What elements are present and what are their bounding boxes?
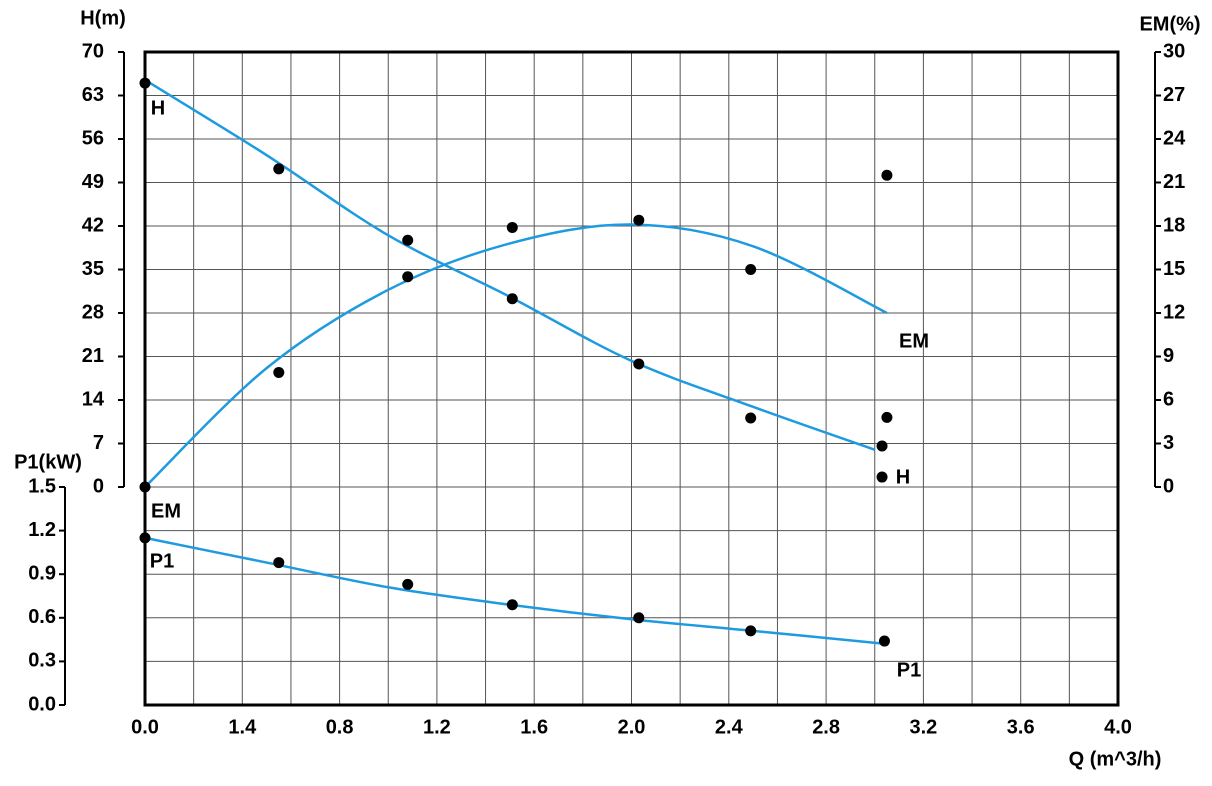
annotation: EM <box>899 330 929 352</box>
y3-tick-label: 0.9 <box>28 562 56 584</box>
x-tick-label: 3.2 <box>909 716 937 738</box>
annotation: H <box>896 466 910 488</box>
data-point <box>139 532 151 544</box>
y-tick-label: 28 <box>82 301 104 323</box>
y2-axis-title: EM(%) <box>1139 13 1200 35</box>
series-label: P1 <box>150 550 174 572</box>
y-tick-label: 63 <box>82 84 104 106</box>
data-point <box>876 471 888 483</box>
y2-tick-label: 12 <box>1163 301 1185 323</box>
x-tick-label: 1.6 <box>520 716 548 738</box>
y3-tick-label: 1.2 <box>28 519 56 541</box>
y-tick-label: 21 <box>82 345 104 367</box>
y-axis-title: H(m) <box>80 7 126 29</box>
data-point <box>402 271 414 283</box>
y2-tick-label: 30 <box>1163 40 1185 62</box>
y3-tick-label: 0.0 <box>28 693 56 715</box>
x-tick-label: 0.0 <box>131 716 159 738</box>
x-axis-title: Q (m^3/h) <box>1069 748 1162 770</box>
x-tick-label: 0.8 <box>326 716 354 738</box>
y-tick-label: 7 <box>93 432 104 454</box>
y-tick-label: 49 <box>82 171 104 193</box>
y-tick-label: 42 <box>82 214 104 236</box>
y2-tick-label: 9 <box>1163 345 1174 367</box>
data-point <box>402 578 414 590</box>
data-point <box>273 557 285 569</box>
y2-tick-label: 18 <box>1163 214 1185 236</box>
data-point <box>506 221 518 233</box>
y2-tick-label: 3 <box>1163 432 1174 454</box>
data-point <box>273 366 285 378</box>
x-tick-label: 1.2 <box>423 716 451 738</box>
x-tick-label: 2.0 <box>618 716 646 738</box>
y2-tick-label: 15 <box>1163 258 1185 280</box>
x-tick-label: 2.4 <box>715 716 744 738</box>
data-point <box>745 264 757 275</box>
y3-tick-label: 1.5 <box>28 475 56 497</box>
series-label: H <box>151 97 165 119</box>
y3-tick-label: 0.3 <box>28 650 56 672</box>
y-tick-label: 0 <box>93 475 104 497</box>
data-point <box>881 169 893 181</box>
data-point <box>506 599 518 611</box>
curve <box>144 223 888 488</box>
y2-tick-label: 27 <box>1163 84 1185 106</box>
y2-tick-label: 24 <box>1163 127 1186 149</box>
data-point <box>633 612 645 624</box>
curve <box>144 536 888 646</box>
data-point <box>745 625 757 637</box>
data-point <box>139 77 151 89</box>
data-point <box>881 411 893 423</box>
x-tick-label: 2.8 <box>812 716 840 738</box>
y3-axis-title: P1(kW) <box>14 451 82 473</box>
data-point <box>633 358 645 370</box>
data-point <box>633 214 645 226</box>
y-tick-label: 35 <box>82 258 104 280</box>
data-point <box>273 163 285 175</box>
plot-frame <box>143 50 1120 707</box>
y-tick-label: 70 <box>82 40 104 62</box>
data-point <box>402 234 414 246</box>
data-point <box>139 481 151 493</box>
annotation: P1 <box>897 659 921 681</box>
y2-tick-label: 0 <box>1163 475 1174 497</box>
data-point <box>878 635 890 647</box>
curve <box>144 78 876 451</box>
y3-tick-label: 0.6 <box>28 606 56 628</box>
y-tick-label: 56 <box>82 127 104 149</box>
x-tick-label: 4.0 <box>1104 716 1132 738</box>
y-tick-label: 14 <box>82 388 105 410</box>
series-label: EM <box>151 500 181 522</box>
x-tick-label: 3.6 <box>1007 716 1035 738</box>
y2-tick-label: 6 <box>1163 388 1174 410</box>
data-point <box>506 293 518 305</box>
x-tick-label: 1.4 <box>228 716 257 738</box>
y2-tick-label: 21 <box>1163 171 1185 193</box>
data-point <box>876 440 888 452</box>
data-point <box>745 412 757 424</box>
